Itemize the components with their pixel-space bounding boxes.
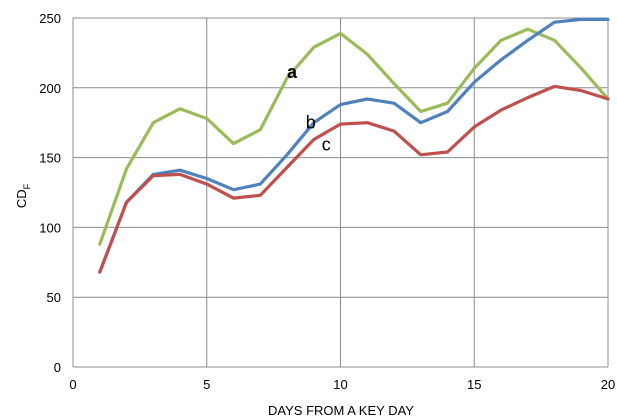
- y-tick-labels: 0 50 100 150 200 250: [39, 11, 61, 375]
- x-tick-labels: 0 5 10 15 20: [69, 377, 615, 392]
- series-line-a: [98, 27, 610, 246]
- y-tick-label: 100: [39, 220, 61, 235]
- y-tick-label: 150: [39, 151, 61, 166]
- series-labels: a bc: [287, 62, 331, 155]
- y-axis-label-main: CD: [14, 189, 29, 208]
- y-tick-label: 250: [39, 11, 61, 26]
- series-line-b: [98, 17, 610, 274]
- y-tick-label: 0: [54, 360, 61, 375]
- y-axis-label: CDF: [14, 183, 32, 208]
- series-label-c: c: [322, 135, 331, 155]
- y-tick-label: 50: [47, 290, 61, 305]
- x-tick-label: 5: [203, 377, 210, 392]
- gridlines: [73, 17, 609, 367]
- x-tick-label: 0: [69, 377, 76, 392]
- y-axis-label-subscript: F: [22, 183, 32, 189]
- axes: [72, 18, 608, 368]
- x-tick-label: 10: [333, 377, 347, 392]
- series-lines: [98, 17, 610, 274]
- series-label-a: a: [287, 62, 298, 82]
- x-tick-label: 15: [467, 377, 481, 392]
- y-tick-label: 200: [39, 81, 61, 96]
- series-label-b: b: [306, 112, 316, 132]
- x-tick-label: 20: [601, 377, 615, 392]
- series-line-c: [98, 84, 610, 274]
- x-axis-label: DAYS FROM A KEY DAY: [268, 403, 414, 418]
